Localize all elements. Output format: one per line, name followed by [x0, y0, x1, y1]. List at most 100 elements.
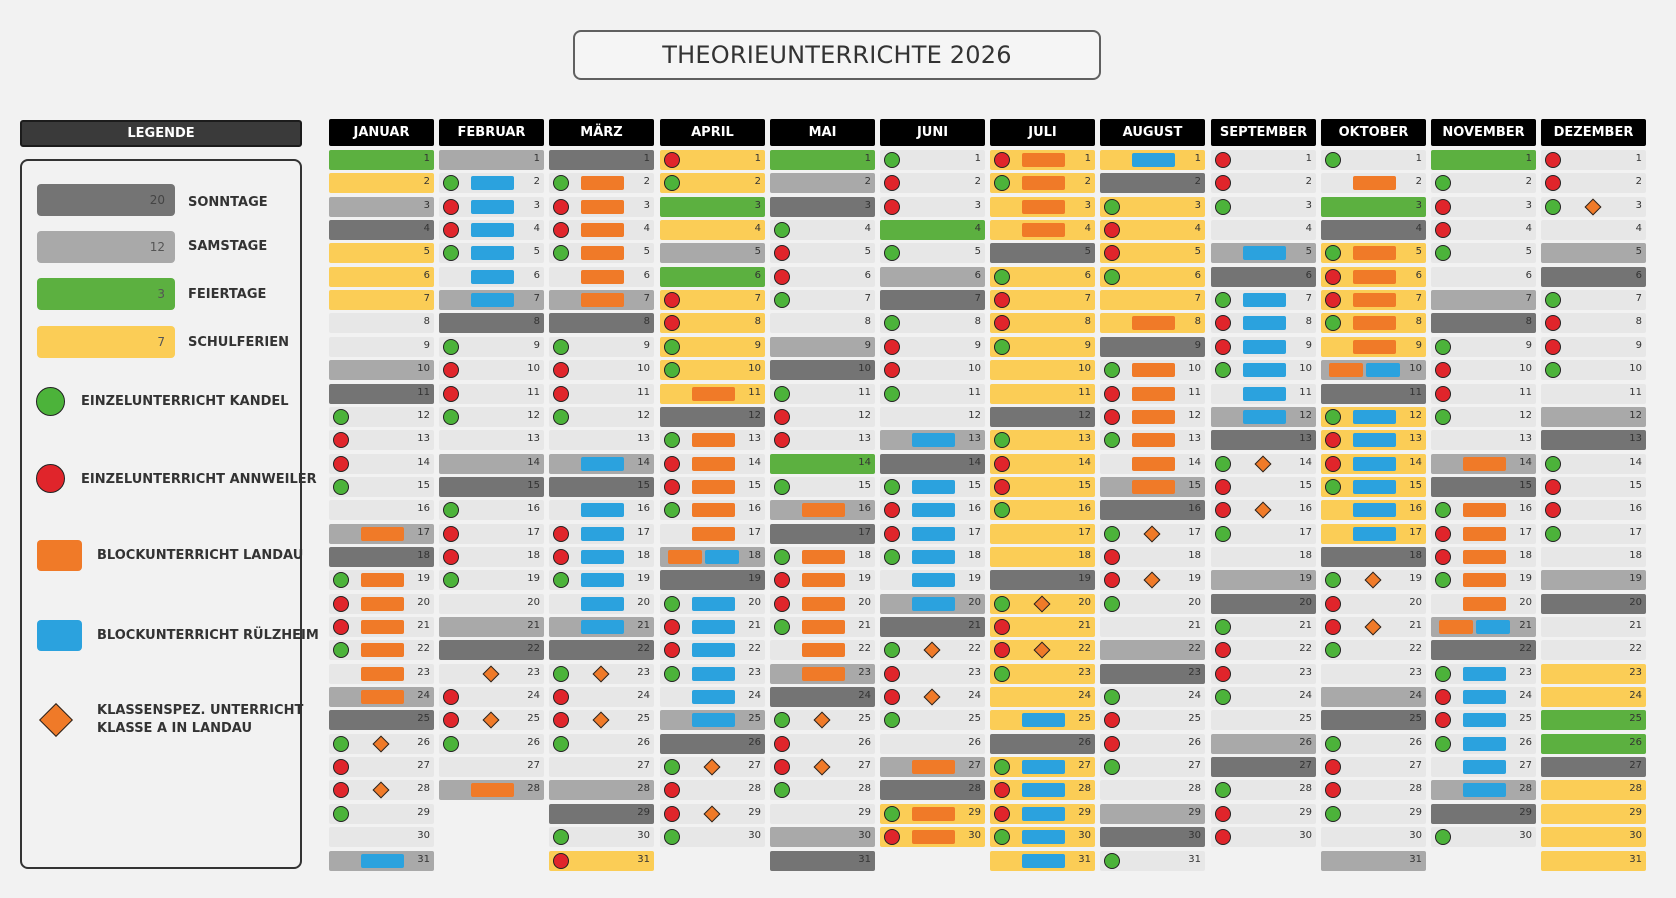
day-cell[interactable]: 14: [439, 454, 544, 474]
day-cell[interactable]: 29: [990, 804, 1095, 824]
day-cell[interactable]: 17: [549, 524, 654, 544]
day-cell[interactable]: 1: [1211, 150, 1316, 170]
day-cell[interactable]: 26: [1100, 734, 1205, 754]
day-cell[interactable]: 24: [1431, 687, 1536, 707]
day-cell[interactable]: 9: [1541, 337, 1646, 357]
day-cell[interactable]: 16: [1211, 500, 1316, 520]
day-cell[interactable]: 18: [660, 547, 765, 567]
day-cell[interactable]: 5: [549, 243, 654, 263]
day-cell[interactable]: 21: [770, 617, 875, 637]
day-cell[interactable]: 16: [880, 500, 985, 520]
day-cell[interactable]: 14: [1321, 454, 1426, 474]
day-cell[interactable]: 29: [329, 804, 434, 824]
day-cell[interactable]: 20: [549, 594, 654, 614]
day-cell[interactable]: 6: [1321, 267, 1426, 287]
day-cell[interactable]: 13: [1431, 430, 1536, 450]
day-cell[interactable]: 4: [549, 220, 654, 240]
day-cell[interactable]: 15: [1431, 477, 1536, 497]
day-cell[interactable]: 27: [990, 757, 1095, 777]
day-cell[interactable]: 25: [1431, 710, 1536, 730]
day-cell[interactable]: 12: [770, 407, 875, 427]
day-cell[interactable]: 5: [990, 243, 1095, 263]
day-cell[interactable]: 8: [1321, 313, 1426, 333]
day-cell[interactable]: 24: [990, 687, 1095, 707]
day-cell[interactable]: 30: [1100, 827, 1205, 847]
day-cell[interactable]: 27: [549, 757, 654, 777]
day-cell[interactable]: 25: [329, 710, 434, 730]
day-cell[interactable]: 30: [660, 827, 765, 847]
day-cell[interactable]: 9: [1431, 337, 1536, 357]
day-cell[interactable]: 23: [1211, 664, 1316, 684]
day-cell[interactable]: 27: [880, 757, 985, 777]
day-cell[interactable]: 7: [990, 290, 1095, 310]
day-cell[interactable]: 12: [990, 407, 1095, 427]
day-cell[interactable]: 25: [770, 710, 875, 730]
day-cell[interactable]: 16: [549, 500, 654, 520]
day-cell[interactable]: 27: [1321, 757, 1426, 777]
day-cell[interactable]: 4: [1321, 220, 1426, 240]
day-cell[interactable]: 21: [329, 617, 434, 637]
day-cell[interactable]: 26: [1431, 734, 1536, 754]
day-cell[interactable]: 11: [1321, 384, 1426, 404]
day-cell[interactable]: 23: [1541, 664, 1646, 684]
day-cell[interactable]: 18: [1100, 547, 1205, 567]
day-cell[interactable]: 21: [880, 617, 985, 637]
day-cell[interactable]: 13: [990, 430, 1095, 450]
day-cell[interactable]: 14: [990, 454, 1095, 474]
day-cell[interactable]: 24: [660, 687, 765, 707]
day-cell[interactable]: 25: [1541, 710, 1646, 730]
day-cell[interactable]: 13: [439, 430, 544, 450]
day-cell[interactable]: 6: [660, 267, 765, 287]
day-cell[interactable]: 11: [439, 384, 544, 404]
day-cell[interactable]: 3: [1321, 197, 1426, 217]
day-cell[interactable]: 17: [660, 524, 765, 544]
day-cell[interactable]: 8: [880, 313, 985, 333]
day-cell[interactable]: 21: [439, 617, 544, 637]
day-cell[interactable]: 2: [549, 173, 654, 193]
day-cell[interactable]: 19: [549, 570, 654, 590]
day-cell[interactable]: 8: [660, 313, 765, 333]
day-cell[interactable]: 26: [549, 734, 654, 754]
day-cell[interactable]: 11: [1211, 384, 1316, 404]
day-cell[interactable]: 2: [439, 173, 544, 193]
day-cell[interactable]: 12: [549, 407, 654, 427]
day-cell[interactable]: 13: [1541, 430, 1646, 450]
day-cell[interactable]: 22: [1431, 640, 1536, 660]
day-cell[interactable]: 28: [1100, 780, 1205, 800]
day-cell[interactable]: 12: [1431, 407, 1536, 427]
day-cell[interactable]: 13: [1100, 430, 1205, 450]
day-cell[interactable]: 9: [770, 337, 875, 357]
day-cell[interactable]: 19: [1100, 570, 1205, 590]
day-cell[interactable]: 15: [660, 477, 765, 497]
day-cell[interactable]: 9: [660, 337, 765, 357]
day-cell[interactable]: 19: [329, 570, 434, 590]
day-cell[interactable]: 28: [1321, 780, 1426, 800]
day-cell[interactable]: 2: [1431, 173, 1536, 193]
day-cell[interactable]: 21: [1100, 617, 1205, 637]
day-cell[interactable]: 13: [770, 430, 875, 450]
day-cell[interactable]: 7: [1211, 290, 1316, 310]
day-cell[interactable]: 19: [1211, 570, 1316, 590]
day-cell[interactable]: 8: [1431, 313, 1536, 333]
day-cell[interactable]: 1: [549, 150, 654, 170]
day-cell[interactable]: 6: [329, 267, 434, 287]
day-cell[interactable]: 16: [439, 500, 544, 520]
day-cell[interactable]: 17: [1541, 524, 1646, 544]
day-cell[interactable]: 1: [880, 150, 985, 170]
day-cell[interactable]: 12: [1211, 407, 1316, 427]
day-cell[interactable]: 19: [990, 570, 1095, 590]
day-cell[interactable]: 26: [329, 734, 434, 754]
day-cell[interactable]: 2: [660, 173, 765, 193]
day-cell[interactable]: 28: [1541, 780, 1646, 800]
day-cell[interactable]: 29: [549, 804, 654, 824]
day-cell[interactable]: 13: [880, 430, 985, 450]
day-cell[interactable]: 24: [439, 687, 544, 707]
day-cell[interactable]: 20: [880, 594, 985, 614]
day-cell[interactable]: 15: [1100, 477, 1205, 497]
day-cell[interactable]: 26: [990, 734, 1095, 754]
day-cell[interactable]: 22: [660, 640, 765, 660]
day-cell[interactable]: 5: [1541, 243, 1646, 263]
day-cell[interactable]: 14: [1100, 454, 1205, 474]
day-cell[interactable]: 21: [990, 617, 1095, 637]
day-cell[interactable]: 23: [439, 664, 544, 684]
